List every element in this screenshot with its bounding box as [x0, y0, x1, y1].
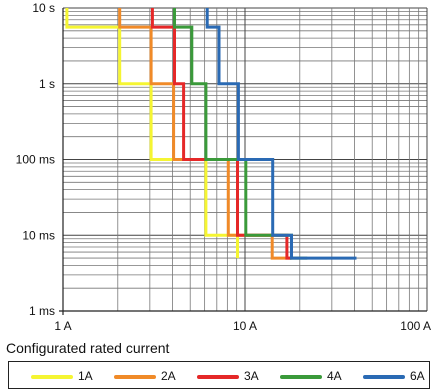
y-tick-label: 1 s	[39, 77, 55, 91]
series-line-2A	[118, 8, 292, 260]
x-tick-label: 10 A	[233, 319, 257, 333]
legend-label: 3A	[244, 369, 259, 383]
legend-title: Configurated rated current	[6, 340, 170, 356]
series-line-6A	[205, 8, 357, 260]
axes	[59, 8, 427, 315]
y-tick-label: 100 ms	[16, 153, 55, 167]
legend-swatch	[363, 375, 405, 379]
series-line-3A	[150, 8, 292, 260]
legend-label: 1A	[78, 369, 93, 383]
x-tick-label: 1 A	[54, 319, 71, 333]
legend-swatch	[114, 375, 156, 379]
legend-label: 2A	[161, 369, 176, 383]
time-current-chart: 10 s 1 s 100 ms 10 ms 1 ms1 A 10 A 100 A	[15, 1, 431, 333]
y-tick-label: 1 ms	[29, 304, 55, 318]
legend: 1A 2A 3A 4A 6A	[8, 361, 430, 389]
tick-labels: 10 s 1 s 100 ms 10 ms 1 ms1 A 10 A 100 A	[16, 1, 431, 333]
series-line-1A	[65, 8, 239, 259]
series-group	[65, 8, 357, 260]
legend-swatch	[197, 375, 239, 379]
legend-swatch	[280, 375, 322, 379]
y-tick-label: 10 s	[32, 1, 55, 15]
legend-label: 4A	[327, 369, 342, 383]
legend-swatch	[31, 375, 73, 379]
legend-label: 6A	[410, 369, 425, 383]
x-tick-label: 100 A	[400, 319, 431, 333]
y-tick-label: 10 ms	[22, 228, 55, 242]
